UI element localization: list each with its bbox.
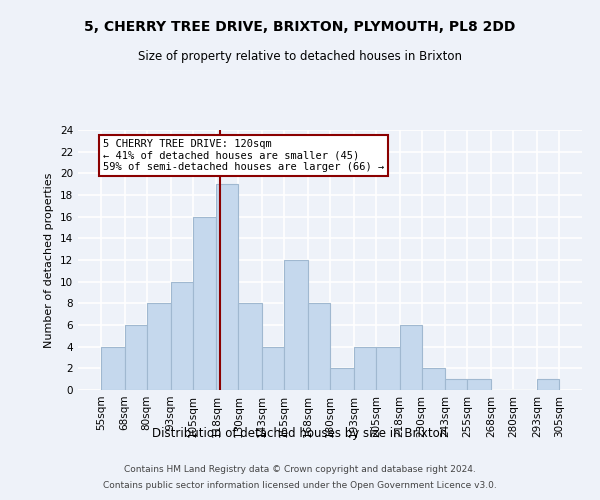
Bar <box>376 346 400 390</box>
Text: Distribution of detached houses by size in Brixton: Distribution of detached houses by size … <box>152 428 448 440</box>
Bar <box>101 346 125 390</box>
Bar <box>330 368 354 390</box>
Bar <box>238 304 262 390</box>
Y-axis label: Number of detached properties: Number of detached properties <box>44 172 55 348</box>
Bar <box>284 260 308 390</box>
Bar <box>262 346 284 390</box>
Text: 5, CHERRY TREE DRIVE, BRIXTON, PLYMOUTH, PL8 2DD: 5, CHERRY TREE DRIVE, BRIXTON, PLYMOUTH,… <box>85 20 515 34</box>
Bar <box>308 304 330 390</box>
Bar <box>537 379 559 390</box>
Bar <box>147 304 170 390</box>
Bar <box>400 325 422 390</box>
Text: 5 CHERRY TREE DRIVE: 120sqm
← 41% of detached houses are smaller (45)
59% of sem: 5 CHERRY TREE DRIVE: 120sqm ← 41% of det… <box>103 138 384 172</box>
Text: Contains public sector information licensed under the Open Government Licence v3: Contains public sector information licen… <box>103 480 497 490</box>
Text: Size of property relative to detached houses in Brixton: Size of property relative to detached ho… <box>138 50 462 63</box>
Bar <box>217 184 238 390</box>
Bar <box>193 216 217 390</box>
Text: Contains HM Land Registry data © Crown copyright and database right 2024.: Contains HM Land Registry data © Crown c… <box>124 466 476 474</box>
Bar <box>467 379 491 390</box>
Bar <box>170 282 193 390</box>
Bar <box>125 325 147 390</box>
Bar <box>422 368 445 390</box>
Bar <box>354 346 376 390</box>
Bar <box>445 379 467 390</box>
